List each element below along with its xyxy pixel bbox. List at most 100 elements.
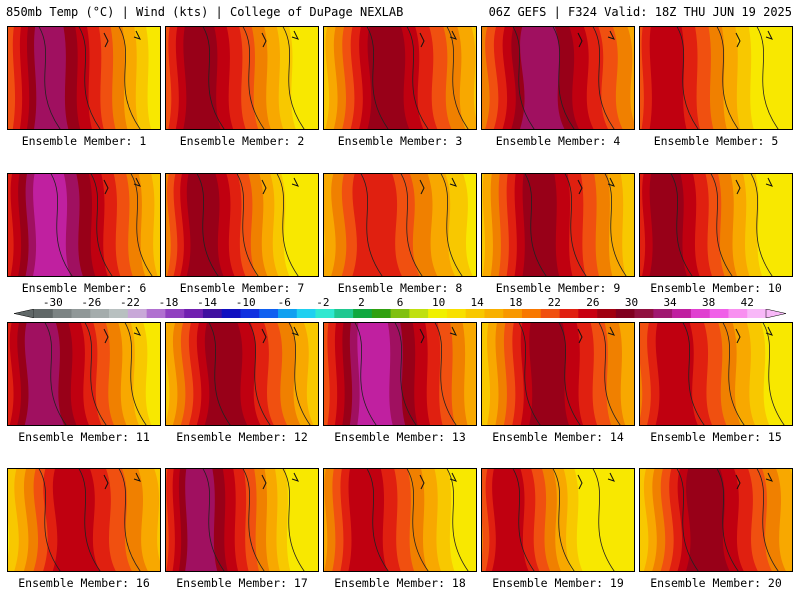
temperature-field-map — [166, 174, 318, 276]
ensemble-map-panel — [7, 468, 161, 572]
contour-line — [682, 323, 705, 425]
lake-outline — [735, 30, 773, 48]
contour-line — [400, 174, 423, 276]
contour-line — [552, 27, 575, 129]
contour-line — [196, 174, 219, 276]
contour-line — [118, 27, 141, 129]
contour-line — [366, 27, 389, 129]
lake-outline — [577, 177, 615, 195]
contour-line — [756, 469, 779, 571]
temperature-field-map — [8, 469, 160, 571]
scale-color-swatch — [146, 309, 166, 318]
contour-line — [750, 174, 773, 276]
temperature-band — [649, 27, 687, 129]
ensemble-map-panel — [165, 26, 319, 130]
temperature-field-map — [640, 323, 792, 425]
ensemble-map-panel — [639, 26, 793, 130]
scale-color-swatch — [559, 309, 579, 318]
scale-color-swatch — [690, 309, 710, 318]
contour-line — [524, 174, 547, 276]
ensemble-member-label: Ensemble Member: 1 — [21, 134, 147, 148]
lake-outline — [261, 177, 299, 195]
contour-line — [38, 27, 61, 129]
scale-tick-label: -14 — [197, 296, 218, 309]
ensemble-map-panel — [165, 173, 319, 277]
contour-line — [598, 323, 621, 425]
ensemble-member-label: Ensemble Member: 8 — [337, 281, 463, 295]
scale-color-swatch — [634, 309, 654, 318]
scale-tick-label: -22 — [119, 296, 140, 309]
contour-line — [366, 469, 389, 571]
ensemble-member-label: Ensemble Member: 7 — [179, 281, 305, 295]
contour-line — [716, 469, 739, 571]
temperature-band — [32, 174, 71, 276]
contour-line — [756, 27, 779, 129]
temperature-field-map — [324, 469, 476, 571]
contour-line — [50, 174, 73, 276]
ensemble-member-label: Ensemble Member: 17 — [176, 576, 308, 590]
ensemble-member-label: Ensemble Member: 12 — [176, 430, 308, 444]
ensemble-map-panel — [481, 468, 635, 572]
contour-line — [78, 469, 101, 571]
contour-line — [118, 469, 141, 571]
scale-tick-label: 34 — [663, 296, 677, 309]
scale-color-swatch — [221, 309, 241, 318]
ensemble-map-panel — [639, 173, 793, 277]
contour-line — [446, 469, 469, 571]
contour-line — [78, 27, 101, 129]
contour-line — [434, 323, 457, 425]
contour-line — [518, 323, 541, 425]
contour-line — [558, 323, 581, 425]
scale-color-swatch — [353, 309, 373, 318]
ensemble-member-label: Ensemble Member: 19 — [492, 576, 624, 590]
temperature-band — [529, 323, 570, 425]
ensemble-member-label: Ensemble Member: 6 — [21, 281, 147, 295]
ensemble-map-panel — [639, 468, 793, 572]
temperature-field-map — [166, 323, 318, 425]
ensemble-map-panel — [165, 468, 319, 572]
scale-color-swatch — [202, 309, 222, 318]
lake-outline — [577, 472, 615, 490]
contour-line — [670, 174, 693, 276]
ensemble-member-label: Ensemble Member: 4 — [495, 134, 621, 148]
ensemble-map-panel — [7, 173, 161, 277]
temperature-band — [522, 174, 560, 276]
scale-tick-label: 30 — [624, 296, 639, 309]
contour-line — [592, 27, 615, 129]
lake-outline — [419, 472, 457, 490]
scale-color-swatch — [409, 309, 429, 318]
contour-line — [84, 323, 107, 425]
contour-line — [722, 323, 745, 425]
scale-color-swatch — [52, 309, 72, 318]
scale-arrow-left — [14, 309, 35, 318]
ensemble-map-panel — [323, 173, 477, 277]
scale-color-swatch — [259, 309, 279, 318]
scale-tick-label: -30 — [42, 296, 63, 309]
ensemble-map-panel — [323, 26, 477, 130]
lake-outline — [735, 326, 773, 344]
scale-tick-label: -6 — [277, 296, 291, 309]
ensemble-map-panel — [639, 322, 793, 426]
contour-line — [202, 27, 225, 129]
ensemble-map-panel — [323, 322, 477, 426]
scale-color-swatch — [165, 309, 185, 318]
map-title: 850mb Temp (°C) | Wind (kts) | College o… — [6, 5, 404, 19]
temperature-band — [367, 27, 410, 129]
ensemble-member-label: Ensemble Member: 15 — [650, 430, 782, 444]
scale-tick-label: 22 — [547, 296, 561, 309]
scale-tick-label: 26 — [586, 296, 600, 309]
ensemble-map-panel — [481, 322, 635, 426]
contour-line — [676, 469, 699, 571]
temperature-field-map — [482, 323, 634, 425]
ensemble-map-panel — [165, 322, 319, 426]
ensemble-member-label: Ensemble Member: 11 — [18, 430, 150, 444]
contour-line — [676, 27, 699, 129]
contour-line — [248, 323, 271, 425]
lake-outline — [735, 177, 773, 195]
ensemble-member-label: Ensemble Member: 13 — [334, 430, 466, 444]
ensemble-member-label: Ensemble Member: 9 — [495, 281, 621, 295]
contour-line — [406, 469, 429, 571]
lake-outline — [419, 30, 457, 48]
scale-tick-label: 38 — [702, 296, 716, 309]
scale-tick-label: 42 — [740, 296, 754, 309]
